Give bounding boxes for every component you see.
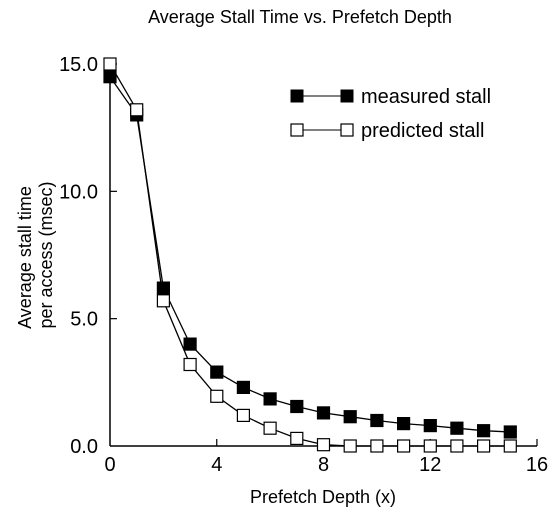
series-line-predicted bbox=[109, 63, 511, 447]
y-tick-label: 0.0 bbox=[70, 436, 98, 458]
measured-point bbox=[183, 337, 197, 351]
measured-point bbox=[450, 421, 464, 435]
y-axis-label: Average stall time per access (msec) bbox=[15, 181, 56, 329]
predicted-point bbox=[450, 439, 464, 453]
y-tick-label: 10.0 bbox=[59, 181, 98, 203]
measured-point bbox=[316, 406, 331, 420]
legend-measured-marker-right bbox=[340, 89, 354, 103]
predicted-point bbox=[343, 439, 357, 453]
x-tick-label: 8 bbox=[318, 454, 329, 476]
predicted-point bbox=[130, 103, 144, 117]
y-tick-label: 15.0 bbox=[59, 54, 98, 76]
legend-predicted-marker-left bbox=[290, 123, 304, 137]
series-line-measured bbox=[109, 76, 511, 433]
measured-point bbox=[103, 70, 117, 84]
x-tick-label: 0 bbox=[104, 454, 115, 476]
predicted-point bbox=[397, 439, 411, 453]
predicted-point bbox=[183, 357, 197, 372]
measured-point bbox=[210, 365, 224, 379]
predicted-point bbox=[477, 439, 491, 453]
legend-predicted-label: predicted stall bbox=[361, 120, 484, 142]
predicted-point bbox=[370, 439, 384, 453]
x-tick-label: 4 bbox=[211, 454, 222, 476]
axis-ticks: 0 4 8 12 16 0.0 5.0 10.0 15.0 bbox=[59, 54, 548, 476]
chart-title: Average Stall Time vs. Prefetch Depth bbox=[148, 7, 452, 27]
y-axis-label-line-1: Average stall time bbox=[15, 186, 35, 329]
measured-point bbox=[397, 417, 411, 431]
measured-point bbox=[370, 413, 384, 428]
predicted-point bbox=[503, 439, 517, 453]
legend-measured-label: measured stall bbox=[361, 86, 491, 108]
predicted-point bbox=[316, 438, 331, 452]
data-series bbox=[103, 57, 517, 453]
predicted-point bbox=[263, 421, 277, 435]
measured-point bbox=[290, 399, 304, 414]
measured-point bbox=[343, 410, 357, 424]
measured-point bbox=[423, 419, 437, 433]
measured-point bbox=[477, 424, 491, 438]
x-axis-label: Prefetch Depth (x) bbox=[250, 487, 396, 507]
measured-point bbox=[503, 425, 517, 439]
predicted-point bbox=[210, 389, 224, 403]
measured-point bbox=[236, 380, 250, 394]
y-axis-label-line-2: per access (msec) bbox=[36, 181, 56, 328]
x-tick-label: 16 bbox=[526, 454, 548, 476]
predicted-point bbox=[290, 431, 304, 445]
measured-point bbox=[263, 392, 277, 406]
legend-measured-marker-left bbox=[290, 89, 304, 103]
predicted-point bbox=[103, 57, 117, 71]
predicted-point bbox=[423, 439, 437, 453]
predicted-point bbox=[156, 294, 170, 308]
y-tick-label: 5.0 bbox=[70, 309, 98, 331]
x-tick-label: 12 bbox=[419, 454, 441, 476]
measured-point bbox=[156, 281, 170, 295]
legend-predicted-marker-right bbox=[340, 123, 354, 137]
predicted-point bbox=[236, 408, 250, 422]
chart-legend: measured stall predicted stall bbox=[290, 86, 491, 142]
